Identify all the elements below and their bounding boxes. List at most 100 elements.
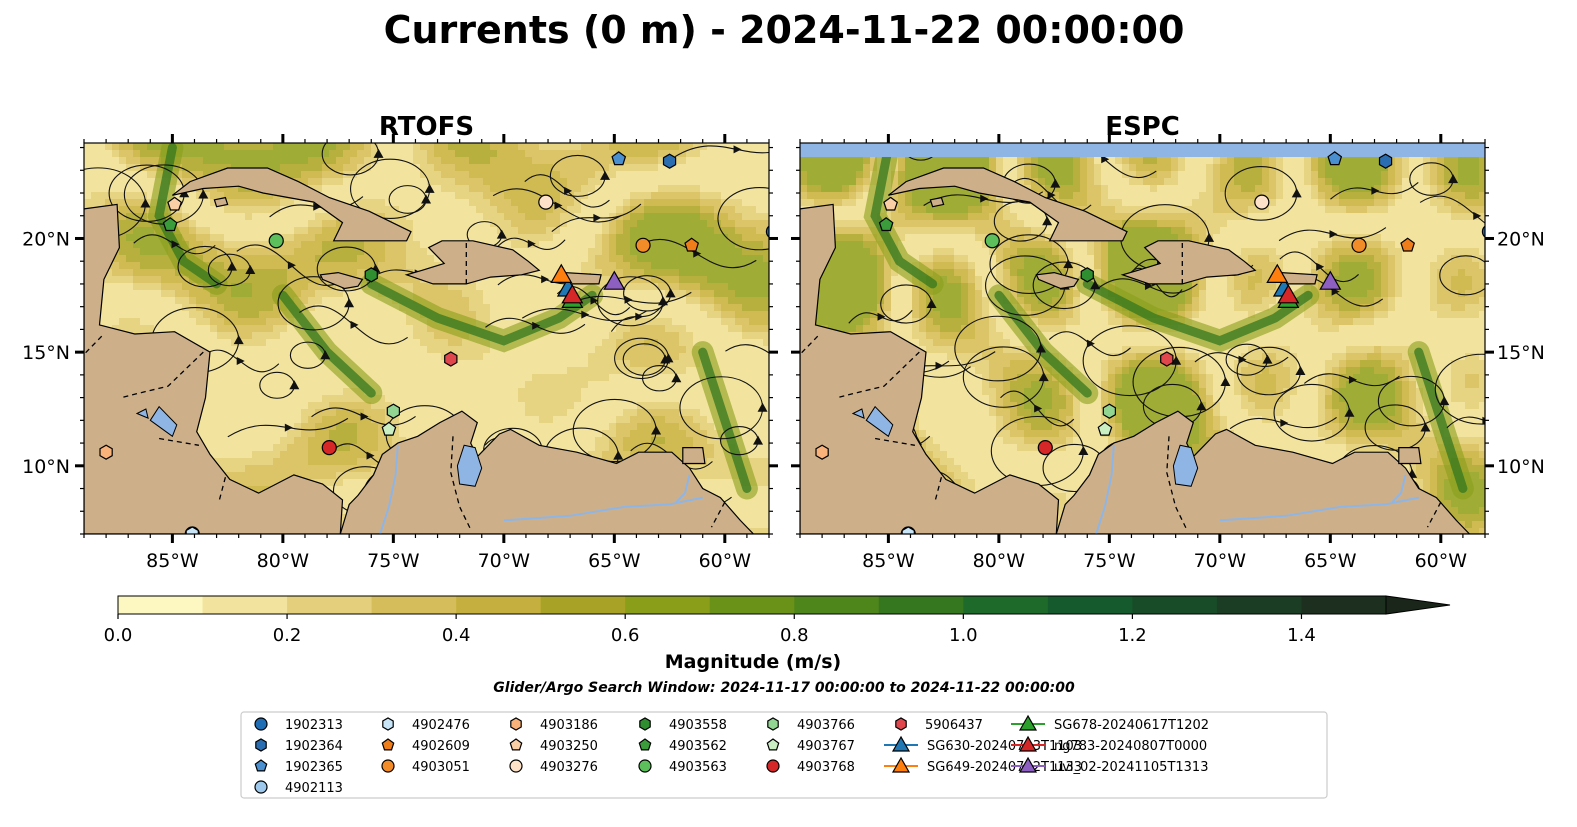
x-tick-label: 70°W	[478, 550, 531, 572]
marker-4903768	[321, 440, 337, 456]
colorbar-bin	[1216, 596, 1302, 614]
land-hispaniola	[404, 240, 541, 285]
marker-4903767	[1097, 421, 1113, 436]
marker-1902364	[662, 153, 677, 169]
legend-marker	[1018, 714, 1038, 731]
marker-4903250	[883, 196, 899, 211]
colorbar-tick-label: 1.0	[949, 625, 978, 646]
lake-nicaragua	[149, 405, 178, 438]
border-line	[121, 351, 204, 399]
land-isleOfPines	[213, 196, 229, 208]
y-tick-label: 15°N	[22, 342, 70, 364]
marker-4903767	[381, 421, 397, 436]
marker-uvi_02-20241105T1313	[603, 270, 626, 290]
legend-marker	[254, 717, 268, 731]
marker-4903558	[1080, 267, 1094, 283]
figure-title: Currents (0 m) - 2024-11-22 00:00:00	[384, 8, 1185, 52]
marker-4903563	[268, 233, 284, 249]
marker-4902476	[901, 526, 915, 534]
colorbar-bin	[709, 596, 795, 614]
border-line	[218, 477, 227, 503]
marker-SG649-20240712T1133	[1266, 263, 1289, 283]
x-tick-label: 80°W	[973, 550, 1026, 572]
marker-4902476	[185, 526, 199, 534]
border-line	[837, 351, 920, 399]
marker-4903562	[162, 217, 178, 232]
x-tick-label: 75°W	[1083, 550, 1136, 572]
legend-marker	[895, 717, 907, 731]
colorbar-extend-arrow	[1385, 595, 1451, 615]
legend-marker	[381, 738, 395, 751]
marker-5906437	[1160, 351, 1174, 367]
legend-label: 1902365	[285, 760, 343, 775]
y-tick-label: 20°N	[22, 228, 70, 250]
colorbar-label: Magnitude (m/s)	[665, 651, 842, 673]
land-isleOfPines	[929, 196, 945, 208]
legend-label: 1902313	[285, 718, 343, 733]
y-tick-label: 20°N	[1497, 228, 1545, 250]
lake-nicaragua	[865, 405, 894, 438]
colorbar-bin	[625, 596, 711, 614]
legend-marker	[891, 735, 911, 752]
panel-title: ESPC	[1105, 112, 1180, 142]
lake-maracaibo	[1172, 444, 1199, 487]
border-line	[1426, 501, 1442, 528]
x-tick-label: 85°W	[862, 550, 915, 572]
colorbar-bin	[287, 596, 373, 614]
marker-4903186	[99, 444, 113, 460]
x-tick-label: 70°W	[1194, 550, 1247, 572]
legend-marker	[382, 717, 394, 731]
marker-ng783-20240807T0000	[561, 284, 584, 304]
colorbar-bin	[456, 596, 542, 614]
marker-1902365	[1327, 151, 1343, 166]
colorbar-tick-label: 0.0	[104, 625, 133, 646]
colorbar-bin	[878, 596, 964, 614]
land-jamaica	[1035, 271, 1080, 290]
colorbar-bin	[118, 596, 204, 614]
legend-marker	[254, 759, 268, 772]
legend-label: ng783-20240807T0000	[1054, 739, 1207, 754]
colorbar-bin	[794, 596, 880, 614]
marker-4903276	[1254, 194, 1270, 210]
no-data-band	[800, 143, 1485, 157]
legend-marker	[510, 717, 522, 731]
colorbar-bin	[1047, 596, 1133, 614]
legend-marker	[766, 738, 780, 751]
colorbar-tick-label: 1.4	[1287, 625, 1316, 646]
y-tick-label: 15°N	[1497, 342, 1545, 364]
colorbar-bin	[963, 596, 1049, 614]
land-centralAmerica	[800, 203, 1060, 534]
marker-4903186	[815, 444, 829, 460]
x-tick-label: 75°W	[367, 550, 420, 572]
legend-label: 4903766	[797, 718, 855, 733]
legend-label: SG678-20240617T1202	[1054, 718, 1209, 733]
colorbar-tick-label: 1.2	[1118, 625, 1147, 646]
legend-marker	[381, 759, 395, 773]
marker-SG649-20240712T1133	[550, 263, 573, 283]
legend-marker	[509, 738, 523, 751]
legend-label: uvi_02-20241105T1313	[1054, 760, 1208, 775]
legend-marker	[639, 717, 651, 731]
marker-4903563	[984, 233, 1000, 249]
legend-label: SG630-20240713T1103	[927, 739, 1082, 754]
legend-marker	[638, 738, 652, 751]
border-line	[158, 437, 200, 446]
legend-label: 4903563	[669, 760, 727, 775]
marker-legend: 1902313 1902364 1902365 4902113 4902476 49026…	[240, 711, 1328, 799]
border-line	[1166, 436, 1188, 530]
colorbar-tick-label: 0.6	[611, 625, 640, 646]
legend-label: 4902609	[412, 739, 470, 754]
legend-label: SG649-20240712T1133	[927, 760, 1082, 775]
lake-managua	[851, 408, 865, 419]
legend-label: 4903562	[669, 739, 727, 754]
marker-4903051	[1351, 237, 1367, 253]
colorbar-bin	[371, 596, 457, 614]
x-tick-label: 65°W	[1304, 550, 1357, 572]
colorbar-bin	[540, 596, 626, 614]
legend-marker	[1018, 756, 1038, 773]
border-line	[450, 436, 472, 530]
legend-label: 4903767	[797, 739, 855, 754]
legend-marker	[891, 756, 911, 773]
